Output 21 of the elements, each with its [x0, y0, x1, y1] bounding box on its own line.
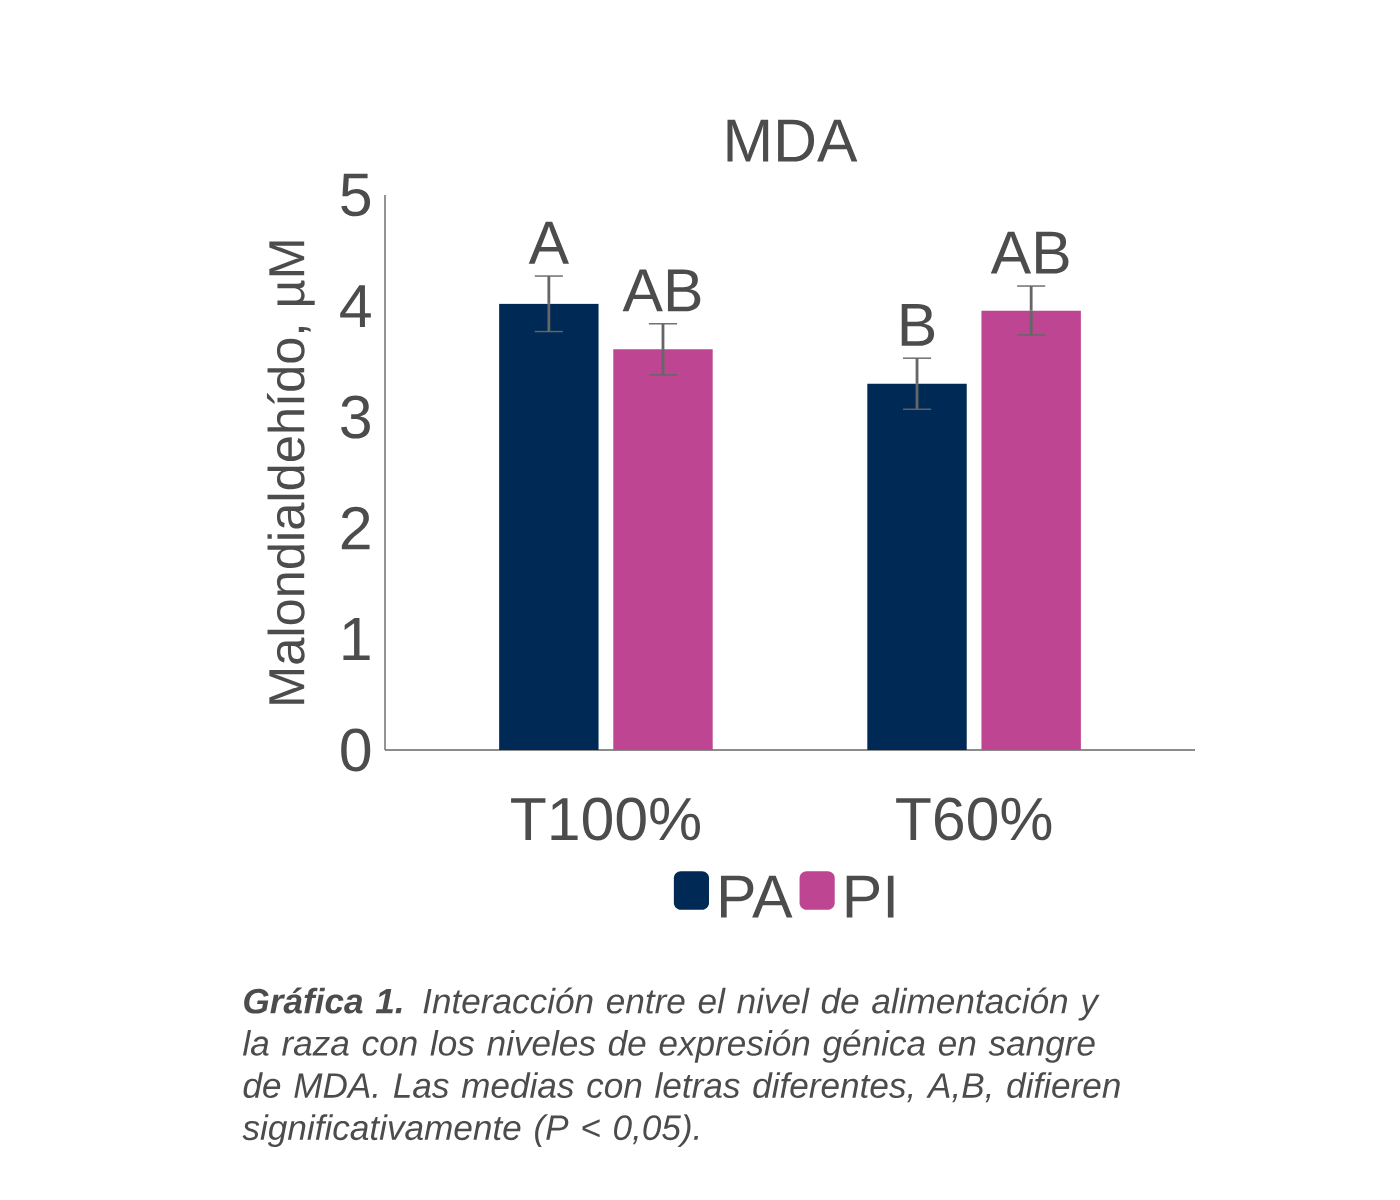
legend-label: PI [846, 875, 894, 918]
y-tick-label: 5 [341, 173, 371, 217]
y-axis-title: Malondialdehído, µM [266, 241, 315, 704]
x-tick-label: T100% [511, 797, 700, 841]
bar [499, 303, 599, 751]
y-tick-label: 3 [341, 395, 370, 439]
y-tick-label: 1 [343, 618, 370, 660]
data-label: B [901, 303, 935, 346]
x-tick-label: T60% [896, 797, 1052, 841]
bar [981, 310, 1081, 751]
data-label: A [528, 221, 569, 264]
bar [867, 383, 967, 751]
data-label: AB [990, 231, 1069, 274]
y-tick-label: 2 [341, 506, 370, 550]
chart-title: MDA [727, 119, 858, 162]
y-tick-label: 0 [341, 728, 371, 772]
bar [613, 349, 713, 751]
y-tick-label: 4 [340, 285, 371, 327]
legend-label: PA [720, 875, 793, 918]
text: Gráfica 1. Interacción entre el nivel de alimentación y la raza con los niveles de expresión génica en sangre de MDA. Las medias con letras diferentes, A,B, difieren significativamente (P < 0,05). [242, 987, 1120, 1148]
data-label: AB [622, 269, 701, 312]
